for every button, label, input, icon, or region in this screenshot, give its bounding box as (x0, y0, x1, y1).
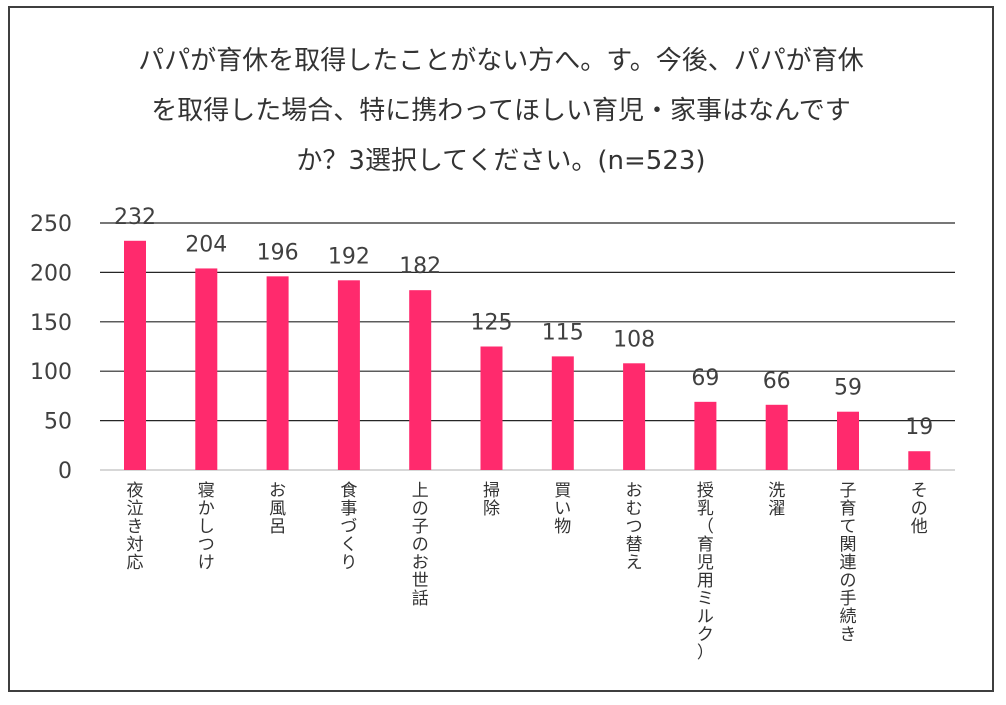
y-tick-label: 0 (58, 459, 72, 484)
category-label: 授乳（育児用ミルク） (697, 481, 714, 663)
bar (837, 411, 859, 470)
bar (551, 356, 574, 470)
category-label: 洗濯 (768, 481, 785, 519)
chart-title-line-2: を取得した場合、特に携わってほしい育児・家事はなんです (151, 96, 851, 126)
bar (409, 290, 432, 470)
category-label: 夜泣き対応 (127, 481, 144, 573)
bar (337, 280, 360, 470)
chart-title-line-3: か？3選択してください。(n=523) (296, 146, 706, 176)
bar (765, 404, 788, 470)
bar (480, 346, 503, 470)
bar (908, 451, 931, 470)
data-label: 125 (471, 311, 513, 336)
category-label: 掃除 (483, 481, 500, 519)
data-label: 66 (763, 369, 791, 394)
bar (266, 276, 289, 470)
category-label: 子育て関連の手続き (840, 481, 857, 645)
y-tick-label: 200 (30, 261, 72, 286)
data-label: 204 (185, 232, 227, 257)
y-tick-label: 100 (30, 360, 72, 385)
category-label: その他 (911, 481, 928, 537)
chart-title: パパが育休を取得したことがない方へ。す。今後、パパが育休 を取得した場合、特に携… (10, 36, 992, 186)
data-label: 115 (542, 320, 584, 345)
data-label: 69 (691, 366, 719, 391)
category-label: 食事づくり (340, 481, 357, 573)
category-label: お風呂 (269, 481, 286, 537)
y-tick-label: 150 (30, 311, 72, 336)
data-label: 192 (328, 244, 370, 269)
y-tick-label: 250 (30, 212, 72, 237)
data-label: 196 (257, 240, 299, 265)
data-label: 232 (114, 205, 156, 230)
data-label: 108 (613, 327, 655, 352)
bar (195, 268, 218, 470)
category-label: 買い物 (554, 481, 571, 537)
y-tick-label: 50 (44, 410, 72, 435)
chart-title-line-1: パパが育休を取得したことがない方へ。す。今後、パパが育休 (138, 46, 864, 76)
category-label: おむつ替え (626, 481, 643, 573)
data-label: 182 (399, 254, 441, 279)
data-label: 59 (834, 376, 862, 401)
category-label: 寝かしつけ (198, 480, 215, 573)
category-label: 上の子のお世話 (412, 481, 429, 609)
data-label: 19 (905, 415, 933, 440)
chart-frame: パパが育休を取得したことがない方へ。す。今後、パパが育休 を取得した場合、特に携… (8, 6, 994, 692)
bar (623, 363, 646, 470)
bar (124, 240, 146, 470)
bar (694, 401, 717, 470)
